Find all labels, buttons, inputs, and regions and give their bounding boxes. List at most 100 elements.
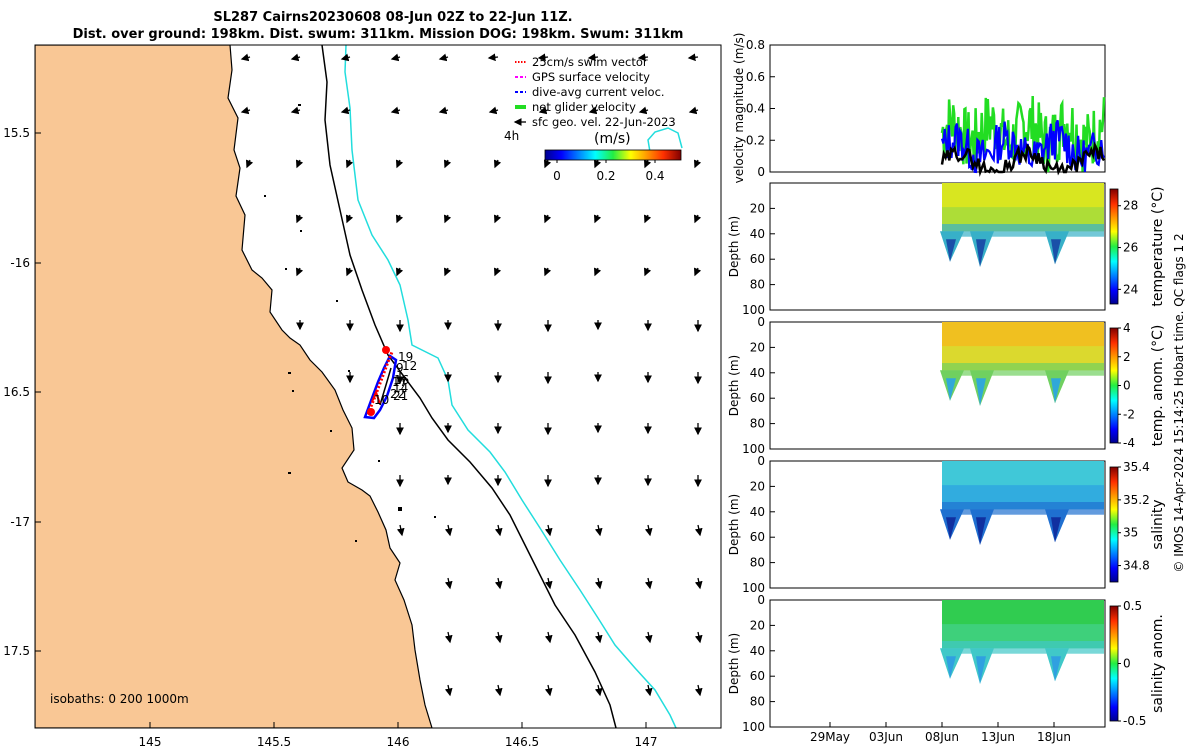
section-field-lower [942,224,1104,237]
depth-tick-label: 100 [742,720,765,734]
depth-ylabel: Depth (m) [727,494,741,555]
speed-tick-label: 0 [553,169,561,183]
colorbar-tick-label: -4 [1123,436,1135,450]
section-colorbar [1109,188,1119,305]
velocity-arrow [444,577,453,590]
velocity-arrow [543,214,552,224]
depth-tick-label: 40 [750,227,765,241]
depth-tick-label: 100 [742,303,765,317]
velocity-arrow [693,214,702,224]
velocity-arrow [588,106,599,115]
velocity-arrow [245,159,254,169]
velocity-arrow [544,684,553,697]
velocity-arrow [644,684,653,697]
speed-colorbar-ticks: 0 0.2 0.4 [553,160,665,183]
section-field-lower [942,502,1104,515]
time-tick-label: 29May [810,730,850,744]
track-day-label: 22 [390,387,405,401]
section-panel: 20 40 60 80 100 Depth (m) 28 26 24 temperature (°… [727,182,1166,317]
time-tick-label: 13Jun [981,730,1015,744]
land-coastline [35,45,433,728]
section-dip-core [946,656,956,679]
map-legend: 25cm/s swim vector GPS surface velocity … [504,55,682,183]
colorbar-tick-label: 0 [1123,657,1131,671]
velocity-arrow [544,524,553,537]
velocity-arrow [438,106,449,115]
velocity-arrow [340,53,351,62]
velocity-arrow [290,106,301,115]
velocity-ytick-label: 0.6 [746,70,765,84]
velocity-arrow [544,577,553,590]
section-dip-core [976,239,986,267]
colorbar-tick-label: 28 [1123,199,1138,213]
velocity-arrow [494,577,503,590]
section-axes [769,321,1106,450]
speed-colorbar-label: (m/s) [594,131,631,147]
depth-ylabel: Depth (m) [727,355,741,416]
velocity-arrow [390,106,401,115]
colorbar-tick-label: 24 [1123,282,1138,296]
section-field-lower [942,641,1104,654]
velocity-arrow [537,53,549,62]
velocity-arrow [395,267,404,277]
velocity-arrow [643,267,652,277]
section-dip-core [946,517,956,540]
velocity-arrow [345,159,354,169]
section-axes [769,182,1106,311]
velocity-arrow [544,631,553,644]
track-day-label: 19 [398,350,413,364]
isobaths-note: isobaths: 0 200 1000m [50,692,189,706]
section-dip-core [946,378,956,401]
colorbar-tick-label: 0.5 [1123,599,1142,613]
legend-swim-label: 25cm/s swim vector [532,55,648,69]
velocity-arrow [390,53,401,62]
colorbar-label: salinity anom. [1150,614,1166,713]
velocity-arrow [443,267,452,277]
speed-colorbar [544,149,682,161]
velocity-arrow [538,106,549,115]
velocity-arrow [594,524,603,537]
map-frame [34,44,722,729]
velocity-arrow [345,214,354,224]
legend-dive-label: dive-avg current veloc. [532,85,665,99]
section-colorbar [1109,327,1119,444]
velocity-ytick-label: 0.4 [746,102,765,116]
section-dip-core [1051,378,1061,404]
velocity-arrow [694,684,703,697]
colorbar-tick-label: 0 [1123,379,1131,393]
velocity-arrow [395,214,404,224]
velocity-arrow [494,684,503,697]
colorbar-label: temp. anom. (°C) [1150,325,1166,447]
map-xtick-label: 145 [139,735,162,749]
track-day-label: 12 [402,359,417,373]
map-ytick-label: 16.5 [3,385,30,399]
velocity-arrow [395,159,404,169]
section-panel: 0 20 40 60 80 100 Depth (m) 0.5 0 -0.5 salinity an… [727,593,1166,734]
section-axes [769,460,1106,589]
velocity-arrow [345,267,354,277]
section-panel: 0 20 40 60 80 100 Depth (m) 35.4 35.2 35 34.8salin… [727,454,1166,595]
depth-tick-label: 80 [750,556,765,570]
velocity-arrow [340,106,351,115]
velocity-arrow [688,106,699,115]
speed-tick-label: 0.4 [645,169,664,183]
time-tick-label: 08Jun [925,730,959,744]
isobath-1000m [344,45,677,728]
depth-tick-label: 20 [750,340,765,354]
velocity-arrow [644,631,653,644]
section-colorbar [1109,605,1119,722]
depth-tick-label: 20 [750,201,765,215]
map-ytick-label: -17 [10,515,30,529]
depth-tick-label: 80 [750,695,765,709]
velocity-arrow [443,159,452,169]
velocity-arrow [637,53,649,62]
time-tick-label: 03Jun [869,730,903,744]
depth-tick-label: 40 [750,644,765,658]
velocity-arrow [587,53,599,62]
section-axes [769,599,1106,728]
velocity-arrow [687,53,699,62]
velocity-arrow [593,214,602,224]
section-colorbar [1109,466,1119,583]
